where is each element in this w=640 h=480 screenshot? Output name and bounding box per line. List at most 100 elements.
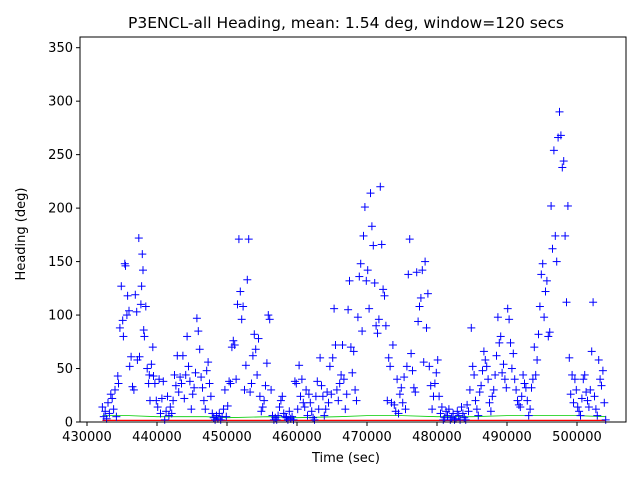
data-point (171, 381, 180, 390)
data-point (513, 396, 522, 405)
data-point (548, 244, 557, 253)
x-tick-label: 490000 (482, 430, 532, 445)
data-point (177, 379, 186, 388)
data-point (489, 385, 498, 394)
data-point (346, 343, 355, 352)
data-point (485, 398, 494, 407)
data-point (415, 302, 424, 311)
data-point (150, 379, 159, 388)
data-point (334, 396, 343, 405)
data-point (556, 131, 565, 140)
data-point (533, 355, 542, 364)
y-tick-label: 150 (48, 255, 73, 270)
x-tick-label: 450000 (202, 430, 252, 445)
data-point (292, 379, 301, 388)
data-point (307, 407, 316, 416)
data-point (598, 366, 607, 375)
data-point (135, 352, 144, 361)
chart-title: P3ENCL-all Heading, mean: 1.54 deg, wind… (128, 14, 564, 32)
data-point (366, 189, 375, 198)
data-point (265, 315, 274, 324)
data-point (222, 412, 231, 421)
data-point (363, 266, 372, 275)
data-point (229, 336, 238, 345)
data-point (344, 305, 353, 314)
data-point (461, 415, 470, 424)
data-point (113, 372, 122, 381)
data-point (408, 366, 417, 375)
data-point (157, 394, 166, 403)
data-point (278, 392, 287, 401)
data-point (104, 398, 112, 407)
data-point (449, 409, 458, 418)
data-point (337, 370, 346, 379)
data-point (432, 368, 441, 377)
data-point (601, 415, 610, 424)
data-point (323, 388, 332, 397)
data-point (541, 287, 550, 296)
data-point (198, 383, 207, 392)
data-point (577, 394, 586, 403)
data-point (566, 390, 575, 399)
data-point (457, 403, 466, 412)
data-point (339, 375, 348, 384)
data-point (503, 304, 512, 313)
data-point (109, 405, 118, 414)
data-point (197, 373, 206, 382)
data-point (496, 332, 505, 341)
data-point (201, 405, 210, 414)
y-tick-label: 300 (48, 95, 73, 110)
plot-area: 430000 440000 450000 460000 470000 480000 4900… (48, 36, 627, 445)
data-point (233, 300, 242, 309)
data-point (320, 411, 329, 420)
data-point (250, 330, 259, 339)
data-point (241, 361, 250, 370)
data-point (373, 329, 382, 338)
data-point (257, 407, 266, 416)
data-point (174, 388, 183, 397)
data-point (486, 407, 495, 416)
data-point (576, 411, 585, 420)
x-tick-label: 500000 (552, 430, 602, 445)
data-point (433, 355, 442, 364)
data-point (499, 360, 508, 369)
data-point (482, 362, 491, 371)
data-point (506, 338, 515, 347)
data-point (495, 338, 504, 347)
data-point (279, 409, 288, 418)
data-point (386, 362, 395, 371)
data-point (600, 398, 609, 407)
data-point (309, 413, 318, 422)
data-point (563, 201, 572, 210)
data-point (467, 323, 476, 332)
data-point (369, 241, 378, 250)
data-point (414, 317, 423, 326)
data-point (102, 414, 111, 423)
data-point (295, 361, 304, 370)
data-point (407, 349, 416, 358)
data-point (195, 345, 204, 354)
data-point (596, 375, 605, 384)
data-point (493, 313, 502, 322)
data-point (236, 287, 245, 296)
data-point (562, 298, 571, 307)
data-point (512, 385, 521, 394)
data-point (549, 146, 558, 155)
data-point (430, 379, 439, 388)
data-point (437, 403, 446, 412)
data-point (225, 377, 234, 386)
data-point (133, 355, 142, 364)
data-point (534, 330, 543, 339)
data-point (412, 268, 421, 277)
data-point (112, 412, 121, 421)
data-point (551, 231, 560, 240)
data-point (223, 401, 232, 410)
data-point (484, 375, 493, 384)
data-point (500, 375, 509, 384)
data-point (544, 332, 553, 341)
data-point (134, 234, 143, 243)
data-point (170, 370, 179, 379)
data-point (188, 390, 197, 399)
data-point (206, 392, 215, 401)
data-point (106, 390, 115, 399)
